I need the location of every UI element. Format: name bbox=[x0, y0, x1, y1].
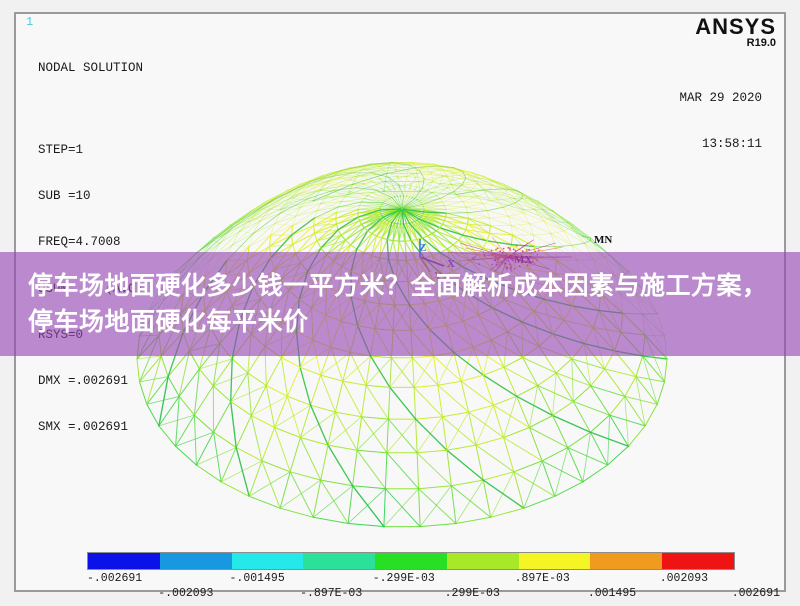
legend-color-7 bbox=[590, 553, 662, 569]
banner-title-text: 停车场地面硬化多少钱一平方米？全面解析成本因素与施工方案，停车场地面硬化每平米价 bbox=[0, 268, 800, 340]
legend-color-0 bbox=[88, 553, 160, 569]
contour-color-band bbox=[87, 552, 735, 570]
legend-color-5 bbox=[447, 553, 519, 569]
legend-color-3 bbox=[303, 553, 375, 569]
title-banner-text-wrap: 停车场地面硬化多少钱一平方米？全面解析成本因素与施工方案，停车场地面硬化每平米价 bbox=[0, 252, 800, 356]
legend-tick-lower-0: -.002093 bbox=[158, 587, 213, 600]
legend-tick-upper-2: -.299E-03 bbox=[373, 572, 435, 585]
legend-tick-row-lower: -.002093 -.897E-03 .299E-03 .001495 .002691 bbox=[87, 587, 787, 601]
legend-tick-lower-4: .002691 bbox=[732, 587, 780, 600]
contour-legend: -.002691 -.001495 -.299E-03 .897E-03 .002093… bbox=[87, 552, 733, 601]
legend-tick-lower-2: .299E-03 bbox=[445, 587, 500, 600]
legend-color-6 bbox=[519, 553, 591, 569]
legend-color-1 bbox=[160, 553, 232, 569]
legend-tick-upper-3: .897E-03 bbox=[515, 572, 570, 585]
legend-color-2 bbox=[232, 553, 304, 569]
legend-tick-upper-4: .002093 bbox=[660, 572, 708, 585]
legend-tick-row-upper: -.002691 -.001495 -.299E-03 .897E-03 .002093 bbox=[87, 572, 787, 586]
legend-tick-upper-1: -.001495 bbox=[230, 572, 285, 585]
legend-color-4 bbox=[375, 553, 447, 569]
legend-color-8 bbox=[662, 553, 734, 569]
legend-tick-lower-1: -.897E-03 bbox=[300, 587, 362, 600]
legend-tick-upper-0: -.002691 bbox=[87, 572, 142, 585]
screenshot-root: 1 NODAL SOLUTION STEP=1 SUB =10 FREQ=4.7… bbox=[0, 0, 800, 606]
mn-marker-label: MN bbox=[594, 234, 612, 246]
legend-tick-lower-3: .001495 bbox=[588, 587, 636, 600]
